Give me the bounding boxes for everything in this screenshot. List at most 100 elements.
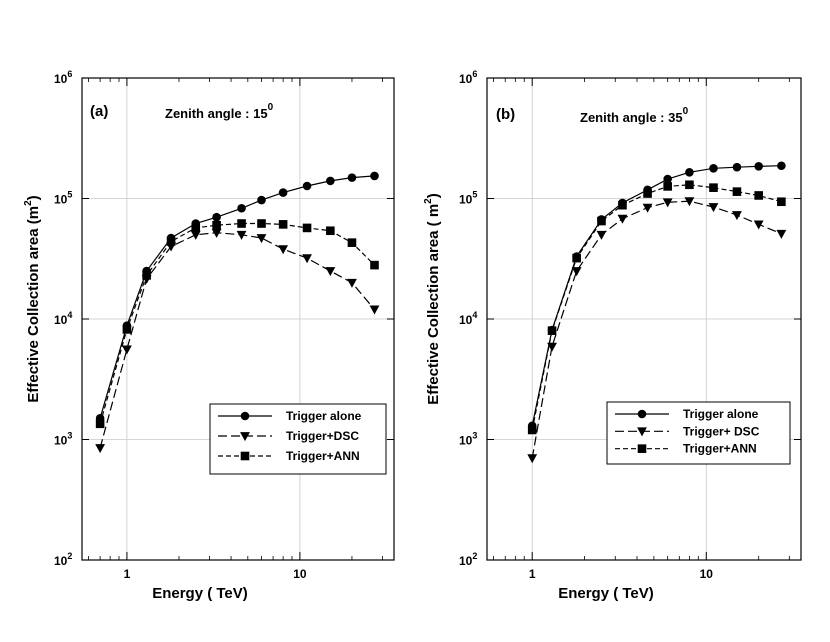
data-point: [142, 271, 151, 280]
data-point: [776, 229, 787, 239]
legend-entry: Trigger+ DSC: [683, 424, 760, 438]
y-tick-label: 106: [459, 69, 477, 86]
zenith-angle-annotation: Zenith angle : 150: [165, 102, 274, 121]
series-line: [531, 184, 782, 431]
data-point: [685, 180, 694, 190]
data-point: [347, 278, 357, 288]
x-axis-label: Energy ( TeV): [558, 585, 654, 602]
data-point: [347, 173, 357, 182]
legend-marker: [637, 444, 647, 453]
y-tick-label: 104: [459, 310, 477, 327]
series-circle: [527, 161, 786, 431]
legend-entry: Trigger alone: [683, 407, 759, 421]
y-tick-label: 102: [54, 551, 72, 568]
legend: Trigger alone Trigger+ DSC Trigger+ANN: [606, 401, 791, 465]
x-tick-label: 10: [700, 567, 714, 581]
legend-marker: [240, 411, 250, 421]
y-tick-label: 105: [54, 190, 72, 207]
data-point: [256, 234, 267, 244]
data-point: [642, 203, 653, 213]
data-point: [709, 183, 718, 192]
series-triangle-down: [527, 197, 787, 464]
data-point: [572, 253, 581, 263]
data-point: [709, 164, 718, 173]
data-point: [369, 305, 380, 315]
legend-entry: Trigger alone: [286, 409, 362, 423]
data-point: [122, 345, 132, 355]
data-point: [278, 188, 288, 197]
data-point: [326, 176, 335, 186]
series-line: [531, 200, 782, 459]
data-point: [618, 200, 627, 210]
gridlines: [487, 78, 801, 560]
data-point: [663, 174, 672, 184]
data-point: [302, 181, 312, 191]
legend-box: [606, 401, 791, 465]
data-point: [754, 191, 763, 200]
data-point: [278, 245, 289, 255]
data-point: [684, 197, 695, 207]
data-point: [278, 220, 288, 229]
data-point: [166, 237, 176, 246]
data-point: [191, 223, 201, 233]
y-tick-label: 103: [54, 431, 72, 448]
y-axis-label: Effective Collection area (m2): [23, 195, 42, 402]
y-tick-label: 105: [459, 190, 477, 207]
data-point: [190, 230, 201, 240]
data-point: [527, 454, 538, 464]
y-tick-label: 103: [459, 431, 477, 448]
data-point: [547, 326, 557, 335]
legend-entry: Trigger+ANN: [683, 442, 757, 456]
legend: Trigger alone Trigger+DSC Trigger+ANN: [209, 403, 387, 475]
data-point: [95, 444, 106, 454]
plot-frame: [486, 77, 802, 561]
data-point: [732, 187, 742, 196]
data-point: [571, 267, 582, 277]
data-point: [326, 226, 335, 236]
data-point: [753, 220, 764, 230]
data-point: [754, 162, 763, 171]
y-tick-label: 102: [459, 551, 477, 568]
data-point: [777, 197, 786, 207]
legend-marker: [637, 409, 647, 419]
data-point: [95, 419, 105, 429]
minor-ticks: [493, 78, 790, 560]
data-point: [257, 195, 266, 205]
legend-marker: [637, 427, 647, 437]
x-tick-label: 1: [529, 567, 536, 581]
data-point: [685, 167, 694, 177]
x-tick-label: 10: [293, 567, 307, 581]
series-square: [527, 180, 786, 435]
data-point: [527, 425, 537, 435]
data-point: [212, 212, 221, 222]
x-axis-label: Energy ( TeV): [152, 585, 248, 602]
chart-panel-a: 102 103 104 105 106 1 10 Energy ( TeV) Effective…: [23, 69, 395, 602]
x-tick-label: 1: [124, 567, 131, 581]
plot-frame: [81, 77, 395, 561]
data-point: [732, 211, 742, 221]
panel-label: (a): [90, 103, 108, 120]
data-point: [732, 162, 742, 172]
data-point: [777, 161, 786, 171]
data-point: [370, 260, 379, 270]
data-point: [257, 219, 266, 228]
y-tick-label: 104: [54, 310, 72, 327]
data-point: [302, 223, 312, 233]
data-point: [662, 198, 673, 208]
legend-marker: [240, 451, 250, 461]
series-square: [95, 219, 379, 429]
panel-label: (b): [496, 106, 515, 123]
data-point: [237, 219, 246, 228]
chart-panel-b: 102 103 104 105 106 1 10 Energy ( TeV) Effective…: [423, 69, 802, 602]
data-point: [370, 171, 379, 181]
data-point: [212, 220, 221, 230]
data-point: [708, 203, 719, 213]
data-point: [597, 216, 606, 226]
data-point: [547, 342, 557, 352]
data-point: [325, 267, 336, 277]
data-point: [596, 230, 607, 240]
series-line: [99, 222, 375, 424]
data-point: [347, 238, 357, 247]
data-point: [237, 203, 246, 213]
